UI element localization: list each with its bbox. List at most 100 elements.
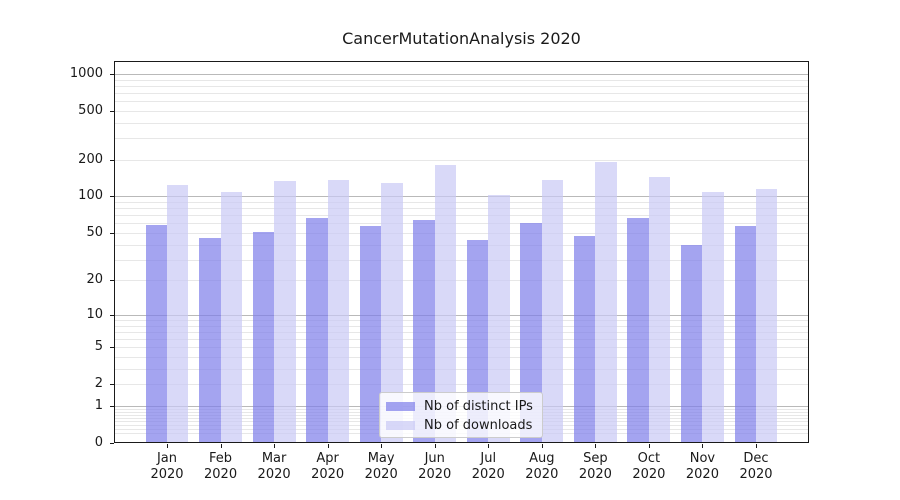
- y-tick-mark: [110, 196, 114, 198]
- x-tick-mark: [595, 444, 597, 448]
- minor-gridline: [115, 122, 808, 124]
- minor-gridline: [115, 339, 808, 341]
- x-tick-label: Aug 2020: [525, 451, 559, 482]
- x-tick-label: Jan 2020: [150, 451, 184, 482]
- y-tick-label: 2: [94, 376, 103, 392]
- bar-downloads-apr: [327, 180, 350, 442]
- y-tick-label: 10: [86, 306, 103, 322]
- bar-downloads-mar: [274, 180, 296, 442]
- minor-gridline: [115, 85, 808, 87]
- legend-swatch-distinct-ips: [386, 402, 415, 411]
- bar-downloads-jun: [434, 165, 457, 442]
- bar-distinct-ips-jul: [466, 239, 489, 442]
- bar-distinct-ips-feb: [199, 238, 221, 442]
- bar-distinct-ips-jun: [413, 220, 435, 442]
- x-tick-mark: [274, 444, 276, 448]
- y-tick-mark: [110, 280, 114, 282]
- y-tick-label: 100: [78, 188, 103, 204]
- x-tick-mark: [220, 444, 222, 448]
- minor-gridline: [115, 159, 808, 161]
- y-tick-mark: [110, 159, 114, 161]
- minor-gridline: [115, 202, 808, 204]
- minor-gridline: [115, 92, 808, 94]
- y-tick-label: 1: [94, 397, 103, 413]
- bar-distinct-ips-mar: [252, 231, 275, 442]
- x-tick-label: Nov 2020: [685, 451, 719, 482]
- minor-gridline: [115, 244, 808, 246]
- x-tick-mark: [648, 444, 650, 448]
- minor-gridline: [115, 280, 808, 282]
- minor-gridline: [115, 259, 808, 261]
- x-tick-mark: [327, 444, 329, 448]
- y-tick-mark: [110, 314, 114, 316]
- bar-downloads-jul: [488, 195, 510, 442]
- legend-swatch-downloads: [386, 421, 415, 430]
- x-tick-label: Apr 2020: [311, 451, 345, 482]
- x-tick-label: Oct 2020: [632, 451, 666, 482]
- x-tick-mark: [488, 444, 490, 448]
- bar-distinct-ips-apr: [306, 218, 328, 442]
- y-tick-label: 20: [86, 272, 103, 288]
- legend-entry-downloads: Nb of downloads: [386, 416, 542, 435]
- y-tick-mark: [110, 232, 114, 234]
- bar-distinct-ips-nov: [681, 244, 703, 442]
- y-tick-label: 200: [78, 151, 103, 167]
- x-tick-label: May 2020: [364, 451, 398, 482]
- legend: Nb of distinct IPs Nb of downloads: [379, 392, 543, 438]
- minor-gridline: [115, 223, 808, 225]
- major-gridline: [115, 73, 808, 75]
- bar-downloads-jan: [167, 184, 189, 442]
- bar-distinct-ips-sep: [573, 236, 596, 442]
- major-gridline: [115, 314, 808, 316]
- minor-gridline: [115, 384, 808, 386]
- x-tick-label: Feb 2020: [204, 451, 238, 482]
- y-tick-mark: [110, 73, 114, 75]
- y-tick-label: 50: [86, 224, 103, 240]
- bar-downloads-oct: [648, 176, 671, 442]
- bar-distinct-ips-may: [359, 226, 382, 442]
- y-tick-mark: [110, 405, 114, 407]
- x-tick-mark: [434, 444, 436, 448]
- minor-gridline: [115, 357, 808, 359]
- minor-gridline: [115, 208, 808, 210]
- minor-gridline: [115, 101, 808, 103]
- bar-distinct-ips-jan: [145, 225, 167, 442]
- minor-gridline: [115, 320, 808, 321]
- x-tick-mark: [167, 444, 168, 448]
- bar-downloads-sep: [595, 162, 617, 442]
- y-tick-label: 0: [94, 435, 103, 450]
- minor-gridline: [115, 110, 808, 112]
- bar-downloads-feb: [220, 192, 242, 442]
- minor-gridline: [115, 347, 808, 349]
- minor-gridline: [115, 331, 808, 333]
- y-tick-label: 5: [94, 339, 103, 355]
- bar-distinct-ips-aug: [520, 223, 542, 442]
- minor-gridline: [115, 325, 808, 327]
- y-tick-mark: [110, 110, 114, 112]
- y-tick-label: 500: [78, 102, 103, 118]
- y-tick-mark: [110, 347, 114, 349]
- minor-gridline: [115, 232, 808, 234]
- bar-downloads-dec: [755, 189, 778, 442]
- x-tick-label: Jun 2020: [418, 451, 452, 482]
- x-tick-mark: [755, 444, 757, 448]
- legend-label: Nb of downloads: [424, 418, 533, 433]
- bar-distinct-ips-dec: [734, 226, 756, 442]
- x-tick-label: Dec 2020: [739, 451, 773, 482]
- y-tick-mark: [110, 443, 114, 444]
- bar-downloads-nov: [702, 192, 724, 442]
- y-tick-label: 1000: [69, 65, 103, 81]
- x-tick-label: Sep 2020: [578, 451, 612, 482]
- x-tick-label: Jul 2020: [471, 451, 505, 482]
- x-tick-mark: [541, 444, 543, 448]
- chart-title: CancerMutationAnalysis 2020: [342, 29, 581, 48]
- bar-downloads-aug: [541, 179, 564, 442]
- bar-distinct-ips-oct: [627, 217, 649, 442]
- minor-gridline: [115, 138, 808, 140]
- plot-area: [114, 61, 809, 443]
- major-gridline: [115, 196, 808, 198]
- minor-gridline: [115, 368, 808, 370]
- x-tick-mark: [381, 444, 383, 448]
- minor-gridline: [115, 215, 808, 217]
